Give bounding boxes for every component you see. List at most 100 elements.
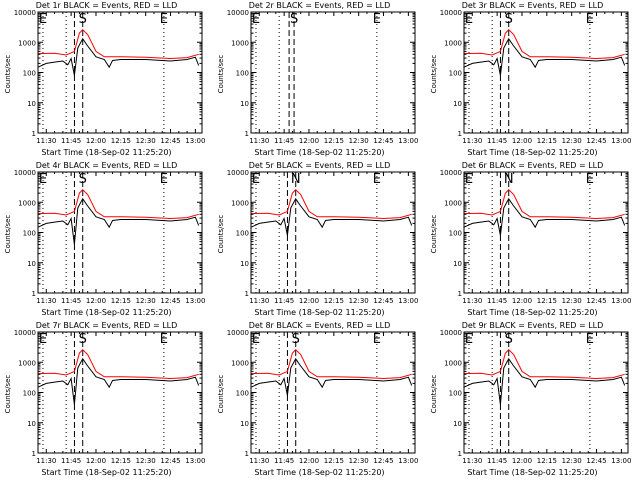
event-marker-label: E xyxy=(39,332,47,347)
x-tick-label: 12:15 xyxy=(111,457,131,465)
x-tick-label: 12:00 xyxy=(512,297,532,305)
x-tick-label: 12:45 xyxy=(586,457,606,465)
x-tick-label: 12:00 xyxy=(86,457,106,465)
chart-svg: E S E 1 10 100 1000 10000 11:30 11:45 12:00 12:15 12… xyxy=(227,329,419,465)
y-tick-label: 100 xyxy=(449,390,462,398)
event-marker-label: S xyxy=(290,12,298,27)
panel-title: Det 9r BLACK = Events, RED = LLD xyxy=(461,321,604,330)
plot-frame xyxy=(463,331,629,454)
x-axis-label: Start Time (18-Sep-02 11:25:20) xyxy=(467,308,598,317)
x-tick-label: 11:45 xyxy=(487,297,507,305)
plot-frame xyxy=(250,171,416,294)
chart-svg: E S E 1 10 100 1000 10000 11:30 11:45 12:00 12:15 12… xyxy=(440,9,632,145)
events-series-line xyxy=(37,357,200,405)
y-tick-label: 1000 xyxy=(18,359,36,367)
x-tick-label: 11:30 xyxy=(462,137,482,145)
y-tick-label: 1 xyxy=(458,130,462,138)
y-axis-label: Counts/sec xyxy=(4,374,12,414)
plot-frame xyxy=(463,11,629,134)
x-tick-label: 12:00 xyxy=(299,137,319,145)
x-tick-label: 13:00 xyxy=(611,297,631,305)
x-tick-label: 12:15 xyxy=(537,457,557,465)
event-marker-label: E xyxy=(39,12,47,27)
x-axis-label: Start Time (18-Sep-02 11:25:20) xyxy=(254,148,385,157)
event-marker-label: E xyxy=(160,12,168,27)
y-tick-label: 10000 xyxy=(440,9,462,17)
panel-title: Det 4r BLACK = Events, RED = LLD xyxy=(35,161,178,170)
panel-title: Det 2r BLACK = Events, RED = LLD xyxy=(248,1,391,10)
y-tick-label: 1 xyxy=(245,450,249,458)
x-tick-label: 12:15 xyxy=(324,137,344,145)
y-tick-label: 100 xyxy=(23,390,36,398)
x-tick-label: 11:30 xyxy=(249,297,269,305)
y-axis-label: Counts/sec xyxy=(430,374,438,414)
x-tick-label: 11:30 xyxy=(462,457,482,465)
event-marker-label: E xyxy=(39,172,47,187)
y-tick-label: 10 xyxy=(453,420,462,428)
plot-frame xyxy=(250,331,416,454)
y-tick-label: 10 xyxy=(240,420,249,428)
y-axis-label: Counts/sec xyxy=(430,54,438,94)
y-axis-label: Counts/sec xyxy=(217,374,225,414)
event-marker-label: N xyxy=(504,172,514,187)
events-series-line xyxy=(250,197,413,236)
plot-frame xyxy=(37,11,203,134)
x-tick-label: 13:00 xyxy=(185,137,205,145)
y-tick-label: 1 xyxy=(32,450,36,458)
event-marker-label: E xyxy=(465,12,473,27)
x-tick-label: 12:00 xyxy=(86,137,106,145)
events-series-line xyxy=(463,197,626,236)
y-tick-label: 100 xyxy=(236,390,249,398)
y-tick-label: 10 xyxy=(27,100,36,108)
x-tick-label: 13:00 xyxy=(611,457,631,465)
event-marker-label: E xyxy=(465,332,473,347)
x-tick-label: 13:00 xyxy=(611,137,631,145)
y-tick-label: 10 xyxy=(240,260,249,268)
lld-series-line xyxy=(463,188,625,220)
x-tick-label: 12:00 xyxy=(512,457,532,465)
x-tick-label: 12:00 xyxy=(299,297,319,305)
event-marker-label: E xyxy=(252,12,260,27)
x-tick-label: 13:00 xyxy=(185,457,205,465)
x-tick-label: 13:00 xyxy=(398,297,418,305)
panel-title: Det 1r BLACK = Events, RED = LLD xyxy=(35,1,178,10)
x-tick-label: 12:30 xyxy=(562,297,582,305)
y-tick-label: 100 xyxy=(23,230,36,238)
y-tick-label: 1000 xyxy=(18,199,36,207)
x-tick-label: 12:45 xyxy=(160,297,180,305)
y-axis-label: Counts/sec xyxy=(430,214,438,254)
lld-series-line xyxy=(463,28,625,60)
event-marker-label: S xyxy=(79,332,87,347)
x-tick-label: 12:00 xyxy=(86,297,106,305)
chart-svg: E S E 1 10 100 1000 10000 11:30 11:45 12:00 12:15 12… xyxy=(14,329,206,465)
event-marker-label: S xyxy=(292,332,300,347)
x-tick-label: 11:45 xyxy=(61,457,81,465)
events-series-line xyxy=(37,197,200,245)
y-tick-label: 10000 xyxy=(227,9,249,17)
y-tick-label: 1 xyxy=(245,130,249,138)
event-marker-label: E xyxy=(160,332,168,347)
x-tick-label: 12:30 xyxy=(562,137,582,145)
chart-svg: E S E 1 10 100 1000 10000 11:30 11:45 12:00 12:15 12… xyxy=(440,329,632,465)
x-tick-label: 12:15 xyxy=(324,457,344,465)
chart-svg: E S E 1 10 100 1000 10000 11:30 11:45 12:00 12:15 12… xyxy=(14,9,206,145)
x-tick-label: 11:30 xyxy=(249,137,269,145)
x-tick-label: 12:30 xyxy=(136,137,156,145)
x-tick-label: 12:15 xyxy=(111,137,131,145)
y-tick-label: 10000 xyxy=(14,169,36,177)
event-marker-label: E xyxy=(160,172,168,187)
event-marker-label: E xyxy=(373,332,381,347)
x-tick-label: 11:45 xyxy=(61,137,81,145)
x-tick-label: 12:45 xyxy=(373,297,393,305)
y-tick-label: 10 xyxy=(453,260,462,268)
detector-panel: E S E 1 10 100 1000 10000 11:30 11:45 12:00 12:15 12… xyxy=(0,320,213,480)
event-marker-label: E xyxy=(586,332,594,347)
events-series-line xyxy=(463,357,626,405)
y-tick-label: 10000 xyxy=(14,329,36,337)
x-tick-label: 11:45 xyxy=(61,297,81,305)
event-marker-label: S xyxy=(79,172,87,187)
x-tick-label: 12:00 xyxy=(512,137,532,145)
x-tick-label: 13:00 xyxy=(398,457,418,465)
x-tick-label: 11:45 xyxy=(487,137,507,145)
x-tick-label: 12:45 xyxy=(160,457,180,465)
